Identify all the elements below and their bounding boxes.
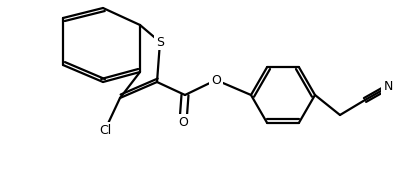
Text: N: N (383, 81, 393, 94)
Text: O: O (211, 73, 221, 87)
Text: S: S (156, 36, 164, 48)
Text: O: O (178, 115, 188, 129)
Text: Cl: Cl (99, 123, 111, 137)
